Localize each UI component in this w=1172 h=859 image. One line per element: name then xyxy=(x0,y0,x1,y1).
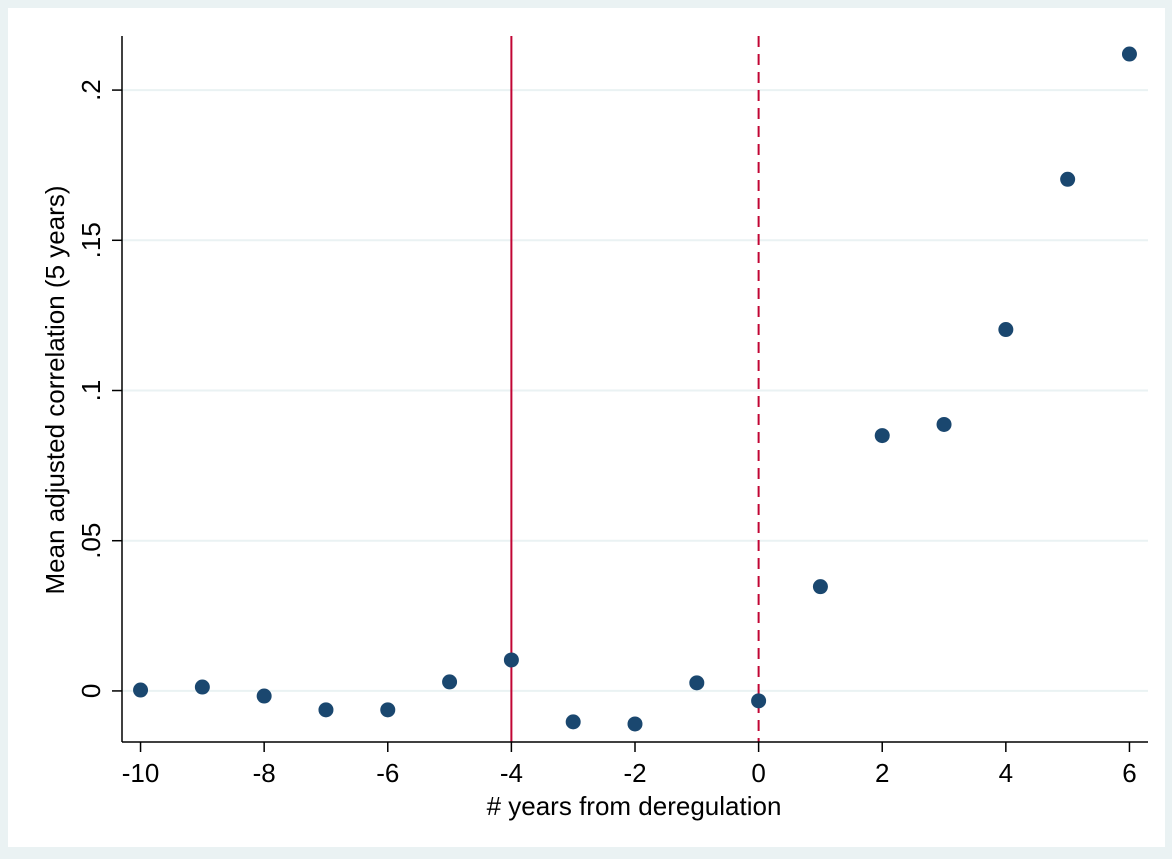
data-point xyxy=(256,688,272,704)
reference-lines xyxy=(510,36,760,742)
x-tick-label: -8 xyxy=(253,758,276,788)
x-tick-label: -6 xyxy=(376,758,399,788)
x-tick-label: 4 xyxy=(999,758,1013,788)
data-point xyxy=(1121,46,1137,62)
data-point xyxy=(751,693,767,709)
data-point xyxy=(503,652,519,668)
data-point xyxy=(627,716,643,732)
y-axis-label: Mean adjusted correlation (5 years) xyxy=(40,186,70,595)
x-tick-label: 6 xyxy=(1122,758,1136,788)
y-tick-label: 0 xyxy=(76,684,106,698)
data-point xyxy=(812,579,828,595)
plot-area xyxy=(8,8,1165,847)
x-tick-label: -10 xyxy=(122,758,160,788)
x-tick-label: 0 xyxy=(751,758,765,788)
gridlines xyxy=(122,89,1148,692)
y-tick-label: .2 xyxy=(76,79,106,101)
y-tick-label: .15 xyxy=(76,222,106,258)
x-tick-label: -4 xyxy=(500,758,523,788)
x-tick-label: 2 xyxy=(875,758,889,788)
data-point xyxy=(565,714,581,730)
data-point xyxy=(380,702,396,718)
y-tick-label: .05 xyxy=(76,523,106,559)
data-points xyxy=(133,46,1137,732)
data-point xyxy=(689,675,705,691)
data-point xyxy=(133,682,149,698)
data-point xyxy=(874,428,890,444)
data-point xyxy=(442,674,458,690)
axes: -10 -8 -6 -4 -2 0 2 4 6 0 .05 .1 .15 .2 xyxy=(76,36,1148,788)
x-axis-label: # years from deregulation xyxy=(487,791,782,821)
data-point xyxy=(318,702,334,718)
data-point xyxy=(998,322,1014,338)
data-point xyxy=(1060,171,1076,187)
y-tick-label: .1 xyxy=(76,380,106,402)
x-tick-label: -2 xyxy=(623,758,646,788)
data-point xyxy=(194,679,210,695)
data-point xyxy=(936,416,952,432)
